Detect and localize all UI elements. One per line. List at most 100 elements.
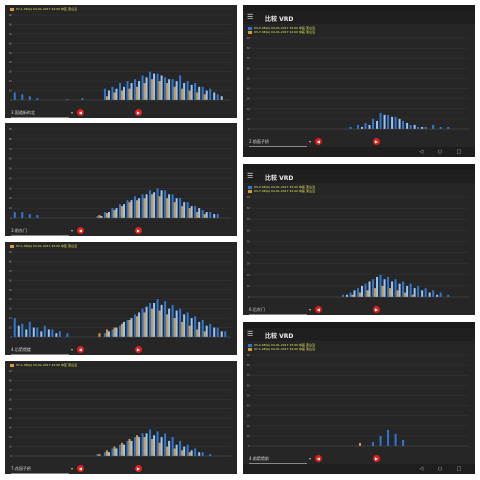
- chevron-down-icon[interactable]: ▾: [71, 466, 74, 471]
- y-tick-label: 50: [9, 51, 13, 55]
- y-tick-label: 0: [10, 216, 12, 220]
- chart-bar: [394, 116, 397, 129]
- y-tick-label: 10: [247, 117, 251, 121]
- legend-item[interactable]: 03-2-08(A) 04-01-2017 15:00 中區 東山沿: [248, 343, 315, 347]
- chart-bar: [145, 433, 148, 456]
- back-icon[interactable]: ◁: [419, 149, 424, 155]
- menu-icon[interactable]: ☰: [247, 330, 254, 338]
- chart-bar: [120, 90, 124, 100]
- location-bar: 7.花园子桥 ▾ ◀ ▶: [5, 464, 237, 474]
- legend-item[interactable]: 03-7-08(A) 04-01-2017 22:00 中區 東山沿: [248, 189, 315, 193]
- right-arrow-icon[interactable]: ▶: [134, 465, 142, 472]
- chart-svg: 0 10 20 30 40 50 60 70 80 90: [247, 353, 469, 448]
- right-arrow-icon[interactable]: ▶: [372, 455, 380, 462]
- chart-bar: [171, 304, 174, 337]
- chart-bar: [345, 294, 348, 297]
- right-arrow-icon[interactable]: ▶: [372, 138, 380, 145]
- chart-bar: [164, 190, 167, 218]
- chart-bar: [105, 329, 108, 337]
- location-select[interactable]: 3.前东门: [11, 228, 69, 236]
- y-tick-label: 30: [9, 186, 13, 190]
- right-arrow-icon[interactable]: ▶: [134, 227, 142, 234]
- menu-icon[interactable]: ☰: [247, 13, 254, 21]
- chart-bar: [115, 327, 118, 337]
- chart-bar: [198, 208, 201, 218]
- recent-apps-icon[interactable]: □: [456, 149, 462, 155]
- chart-bar: [55, 333, 58, 337]
- chart-bar: [190, 318, 193, 337]
- chart-bar: [376, 277, 379, 297]
- bar-chart: 0 10 20 30 40 50 60 70 80 90: [245, 195, 473, 305]
- chart-bar: [25, 329, 28, 337]
- chart-legend: 03-2-08(A) 04-01-2017 15:00 中區 東山沿 03-7-0…: [248, 26, 315, 34]
- location-select[interactable]: 2.前面子桥: [249, 139, 307, 147]
- legend-item[interactable]: 03-7-08(A) 04-01-2017 22:00 中區 東山沿: [248, 30, 315, 34]
- recent-apps-icon[interactable]: □: [456, 466, 462, 472]
- location-select[interactable]: 7.花园子桥: [11, 466, 69, 474]
- y-tick-label: 0: [248, 295, 250, 299]
- chevron-down-icon[interactable]: ▾: [309, 307, 312, 312]
- location-select[interactable]: 3.国道街的北: [11, 110, 69, 118]
- legend-item[interactable]: 07-1-08(A) 04-01-2017 22:00 中區 東山沿: [248, 347, 315, 351]
- chart-bar: [153, 303, 156, 337]
- y-tick-label: 10: [9, 206, 13, 210]
- home-icon[interactable]: ○: [437, 149, 443, 155]
- right-arrow-icon[interactable]: ▶: [134, 109, 142, 116]
- legend-label: 07-1-08(A) 04-01-2017 22:00 中区 東山沿: [16, 244, 77, 248]
- legend-item[interactable]: 07-1-08(A) 04-01-2017 22:00 中区 東山沿: [10, 363, 77, 367]
- chart-bar: [173, 202, 176, 218]
- location-select[interactable]: 4.前箭馆前: [249, 456, 307, 464]
- chart-bar: [136, 316, 139, 337]
- left-arrow-icon[interactable]: ◀: [76, 227, 84, 234]
- chart-bar: [404, 292, 407, 297]
- chevron-down-icon[interactable]: ▾: [71, 228, 74, 233]
- left-arrow-icon[interactable]: ◀: [314, 138, 322, 145]
- chart-bar: [138, 81, 141, 100]
- chart-bar: [188, 325, 191, 337]
- chart-bar: [201, 452, 204, 456]
- menu-icon[interactable]: ☰: [247, 172, 254, 180]
- left-arrow-icon[interactable]: ◀: [76, 465, 84, 472]
- chart-bar: [186, 312, 189, 337]
- app-screenshot-panel: ☰ 比较 VRD 03-2-08(A) 04-01-2017 15:00 中區 東山…: [243, 164, 475, 315]
- legend-item[interactable]: 03-2-08(A) 04-01-2017 15:00 中區 東山沿: [248, 185, 315, 189]
- chevron-down-icon[interactable]: ▾: [309, 139, 312, 144]
- chart-bar: [213, 327, 216, 337]
- right-arrow-icon[interactable]: ▶: [134, 346, 142, 353]
- y-tick-label: 20: [247, 273, 251, 277]
- back-icon[interactable]: ◁: [419, 466, 424, 472]
- y-tick-label: 90: [9, 250, 13, 254]
- left-arrow-icon[interactable]: ◀: [314, 455, 322, 462]
- location-select[interactable]: 4.后箭馆楼: [11, 347, 69, 355]
- legend-item[interactable]: 03-2-08(A) 04-01-2017 15:00 中區 東山沿: [248, 26, 315, 30]
- chart-bar: [118, 83, 121, 100]
- chart-bar: [134, 437, 137, 456]
- chart-bar: [341, 294, 344, 297]
- chart-bar: [138, 437, 141, 456]
- chart-bar: [372, 279, 375, 297]
- legend-label: 07-1-08(A) 04-01-2017 22:00 中区 東山沿: [16, 363, 77, 367]
- right-arrow-icon[interactable]: ▶: [372, 306, 380, 313]
- location-select[interactable]: 6.后东门: [249, 307, 307, 315]
- left-arrow-icon[interactable]: ◀: [76, 109, 84, 116]
- chart-bar: [81, 98, 84, 100]
- chart-bar: [164, 301, 167, 337]
- chart-bar: [190, 206, 193, 218]
- chevron-down-icon[interactable]: ▾: [309, 456, 312, 461]
- left-arrow-icon[interactable]: ◀: [76, 346, 84, 353]
- chevron-down-icon[interactable]: ▾: [71, 110, 74, 115]
- left-arrow-icon[interactable]: ◀: [314, 306, 322, 313]
- y-tick-label: 40: [247, 251, 251, 255]
- chevron-down-icon[interactable]: ▾: [71, 347, 74, 352]
- legend-item[interactable]: 07-1-08(A) 04-01-2017 22:00 中区 東山沿: [10, 7, 77, 11]
- chart-bar: [173, 448, 176, 456]
- legend-item[interactable]: 07-1-08(A) 04-01-2017 22:00 中区 東山沿: [10, 244, 77, 248]
- chart-bar: [421, 290, 424, 297]
- chart-bar: [58, 331, 61, 337]
- location-bar: 3.前东门 ▾ ◀ ▶: [5, 226, 237, 236]
- system-nav-bar: ◁ ○ □: [243, 147, 475, 157]
- chart-bar: [98, 333, 101, 337]
- home-icon[interactable]: ○: [437, 466, 443, 472]
- y-tick-label: 60: [9, 41, 13, 45]
- chart-bar: [402, 281, 405, 297]
